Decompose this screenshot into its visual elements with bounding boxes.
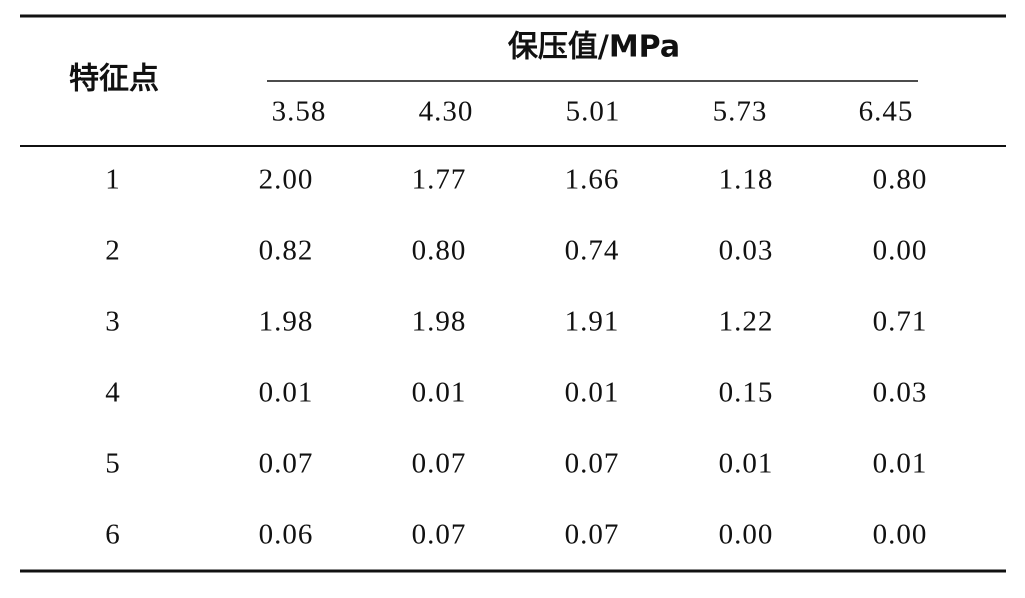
cell: 0.01 (412, 377, 467, 409)
row-label: 2 (105, 235, 121, 267)
cell: 0.01 (873, 448, 928, 480)
cell: 0.07 (565, 519, 620, 551)
cell: 0.01 (259, 377, 314, 409)
column-header: 4.30 (419, 96, 474, 128)
cell: 0.74 (565, 235, 620, 267)
cell: 0.00 (873, 235, 928, 267)
cell: 0.06 (259, 519, 314, 551)
cell: 0.07 (259, 448, 314, 480)
cell: 0.03 (719, 235, 774, 267)
cell: 0.01 (565, 377, 620, 409)
row-label: 3 (105, 306, 121, 338)
row-label: 1 (105, 164, 121, 196)
group-header: 保压值/MPa (508, 30, 680, 65)
cell: 0.07 (565, 448, 620, 480)
cell: 1.98 (412, 306, 467, 338)
cell: 0.07 (412, 448, 467, 480)
row-label: 5 (105, 448, 121, 480)
row-label: 4 (105, 377, 121, 409)
cell: 1.18 (719, 164, 774, 196)
cell: 1.91 (565, 306, 620, 338)
cell: 0.07 (412, 519, 467, 551)
cell: 1.77 (412, 164, 467, 196)
cell: 0.82 (259, 235, 314, 267)
cell: 0.00 (719, 519, 774, 551)
row-header: 特征点 (69, 62, 159, 97)
column-header: 6.45 (859, 96, 914, 128)
cell: 0.80 (873, 164, 928, 196)
cell: 1.98 (259, 306, 314, 338)
cell: 0.80 (412, 235, 467, 267)
cell: 0.71 (873, 306, 928, 338)
cell: 0.15 (719, 377, 774, 409)
column-header: 5.73 (713, 96, 768, 128)
row-label: 6 (105, 519, 121, 551)
column-header: 5.01 (566, 96, 621, 128)
cell: 0.03 (873, 377, 928, 409)
cell: 1.22 (719, 306, 774, 338)
cell: 0.01 (719, 448, 774, 480)
column-header: 3.58 (272, 96, 327, 128)
cell: 0.00 (873, 519, 928, 551)
cell: 2.00 (259, 164, 314, 196)
cell: 1.66 (565, 164, 620, 196)
